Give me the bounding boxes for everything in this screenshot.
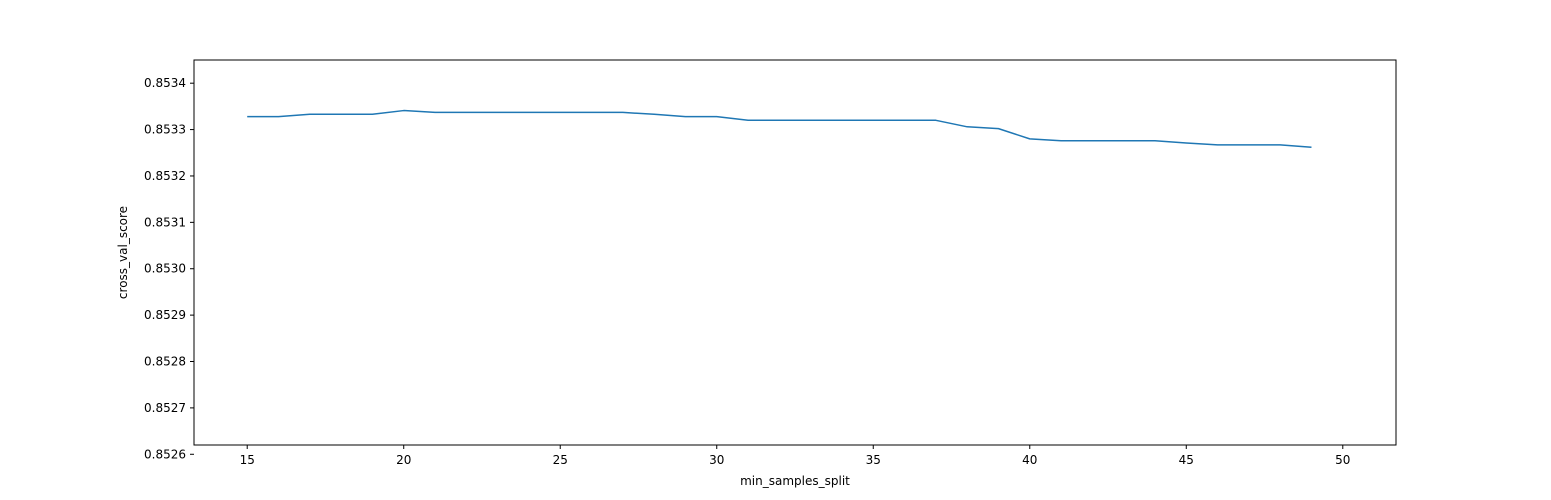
y-tick-label: 0.8529	[144, 308, 186, 322]
y-tick-label: 0.8526	[144, 447, 186, 461]
x-tick-label: 25	[553, 453, 568, 467]
x-tick-label: 15	[240, 453, 255, 467]
y-tick-label: 0.8532	[144, 169, 186, 183]
y-tick-label: 0.8530	[144, 262, 186, 276]
y-tick-label: 0.8533	[144, 123, 186, 137]
x-tick-label: 45	[1179, 453, 1194, 467]
x-tick-label: 40	[1022, 453, 1037, 467]
x-axis-ticks: 15 20 25 30 35 40 45 50	[240, 445, 1350, 467]
y-tick-label: 0.8528	[144, 355, 186, 369]
series-line	[247, 109, 1312, 148]
y-tick-label: 0.8527	[144, 401, 186, 415]
y-tick-label: 0.8534	[144, 76, 186, 90]
y-tick-label: 0.8531	[144, 215, 186, 229]
x-tick-label: 50	[1335, 453, 1350, 467]
plot-frame	[193, 59, 1397, 446]
y-axis-label: cross_val_score	[116, 206, 130, 299]
x-axis-label: min_samples_split	[740, 474, 850, 488]
x-tick-label: 35	[866, 453, 881, 467]
y-axis-ticks: 0.8527 0.8528 0.8529 0.8530 0.8531 0.8532 0.85…	[144, 76, 194, 461]
x-tick-label: 20	[396, 453, 411, 467]
x-tick-label: 30	[709, 453, 724, 467]
